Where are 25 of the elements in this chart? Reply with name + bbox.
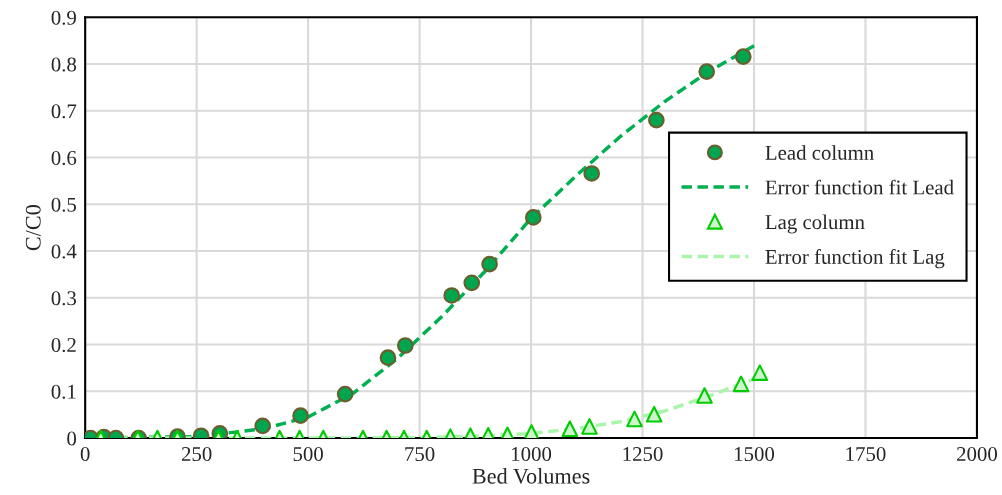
x-tick-label: 250	[181, 447, 212, 462]
y-tick-label: 0.5	[51, 197, 77, 212]
legend-label: Error function fit Lead	[765, 179, 954, 195]
legend-label: Lead column	[765, 145, 874, 160]
x-tick-label: 1750	[846, 447, 886, 462]
y-tick-label: 0.6	[51, 150, 77, 166]
x-tick-label: 1500	[735, 447, 775, 462]
x-axis-title: Bed Volumes	[472, 468, 590, 484]
legend-label: Error function fit Lag	[765, 249, 945, 269]
y-axis-title: C/C0	[25, 205, 41, 251]
x-tick-label: 500	[293, 447, 323, 462]
x-tick-label: 2000	[957, 447, 997, 462]
y-tick-label: 0.9	[51, 10, 76, 25]
y-tick-label: 0.8	[51, 57, 77, 72]
y-tick-label: 0.1	[51, 384, 76, 399]
y-tick-label: 0	[67, 431, 77, 446]
x-tick-label: 0	[80, 447, 90, 462]
y-tick-label: 0.4	[51, 244, 77, 259]
y-tick-label: 0.3	[51, 291, 77, 306]
x-tick-label: 1000	[512, 447, 552, 462]
y-tick-label: 0.2	[51, 337, 76, 353]
y-tick-label: 0.7	[51, 104, 77, 119]
x-tick-label: 750	[405, 447, 435, 462]
x-tick-label: 1250	[623, 447, 663, 462]
legend-label: Lag column	[765, 214, 865, 234]
